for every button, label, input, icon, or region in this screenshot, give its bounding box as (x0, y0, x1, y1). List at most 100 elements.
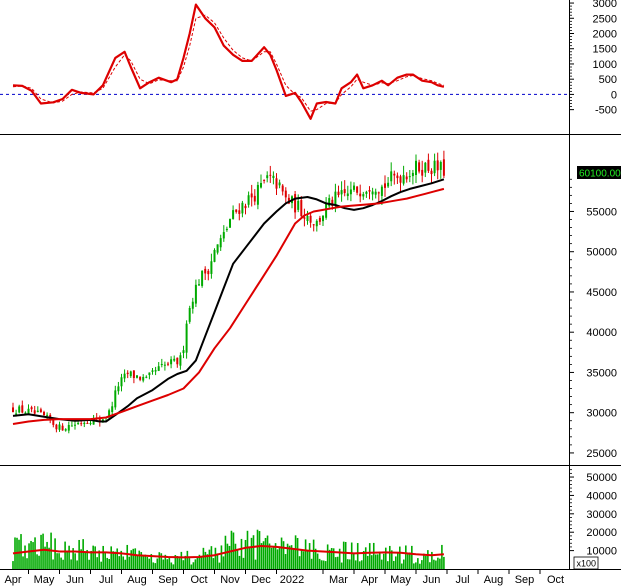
price-candle-up (272, 175, 275, 179)
volume-bar (96, 557, 98, 569)
price-candle-up (117, 386, 120, 392)
volume-bar (358, 561, 361, 569)
volume-y-tick-label: 30000 (586, 509, 617, 521)
oscillator-y-tick-label: 2000 (593, 29, 617, 41)
x-tick-label: Jul (455, 574, 469, 586)
volume-unit-label: x100 (577, 559, 597, 569)
volume-bar (260, 543, 263, 569)
volume-bar (376, 554, 379, 569)
price-candle-down (86, 423, 89, 425)
oscillator-y-tick-label: 500 (599, 74, 617, 86)
volume-bar (46, 541, 48, 569)
volume-bar (296, 537, 299, 569)
x-tick-label: Sep (158, 574, 178, 586)
price-candle-down (238, 210, 241, 214)
price-candle-up (185, 323, 188, 353)
volume-bar (208, 549, 211, 569)
volume-bar (116, 548, 119, 569)
volume-bar (94, 546, 96, 569)
volume-bar (374, 554, 377, 569)
volume-bar (106, 557, 108, 569)
volume-bar (230, 530, 233, 569)
volume-bar (312, 539, 315, 569)
x-tick-label: May (34, 574, 55, 586)
price-candle-up (114, 390, 117, 408)
x-tick-label: Apr (361, 574, 378, 586)
price-candle-up (374, 191, 377, 195)
oscillator-y-tick-label: 0 (611, 89, 617, 101)
price-y-tick-label: 35000 (586, 367, 617, 379)
price-candle-down (418, 162, 421, 172)
volume-bar (294, 535, 297, 569)
price-candle-down (235, 209, 238, 212)
volume-bar (184, 555, 187, 569)
volume-bar (316, 553, 319, 569)
price-y-tick-label: 45000 (586, 287, 617, 299)
volume-bar (401, 563, 403, 569)
price-candle-up (120, 377, 123, 387)
price-candle-down (312, 224, 315, 226)
volume-bar (216, 553, 219, 569)
x-tick-label: Oct (547, 574, 564, 586)
volume-bar (417, 558, 419, 569)
volume-bar (56, 553, 58, 569)
price-candle-up (18, 406, 21, 413)
volume-bar (394, 556, 397, 569)
volume-bar (405, 545, 407, 569)
volume-bar (32, 542, 34, 569)
volume-bar (12, 561, 14, 569)
x-tick-label: 2022 (280, 574, 304, 586)
price-candle-up (278, 182, 281, 186)
volume-bar (378, 551, 381, 569)
price-y-tick-label: 55000 (586, 206, 617, 218)
price-candle-up (216, 244, 219, 253)
price-candle-up (402, 175, 405, 184)
x-tick-label: Nov (220, 574, 240, 586)
volume-bar (326, 544, 329, 569)
volume-bar (38, 555, 40, 569)
volume-bar (24, 545, 26, 569)
price-y-tick-label: 30000 (586, 408, 617, 420)
volume-bar (364, 547, 367, 569)
volume-bar (308, 543, 311, 569)
price-candle-up (241, 202, 244, 214)
volume-bar (318, 558, 321, 569)
volume-bar (362, 551, 365, 569)
volume-bar (136, 555, 139, 569)
price-candle-up (362, 194, 365, 197)
price-candle-down (377, 192, 380, 194)
volume-bar (413, 563, 415, 569)
price-candle-up (70, 425, 73, 427)
volume-bar (419, 563, 421, 569)
volume-bar (284, 554, 287, 569)
volume-bar (110, 546, 113, 569)
volume-bar (88, 559, 90, 569)
price-candle-up (371, 191, 374, 195)
volume-bar (380, 559, 383, 569)
price-candle-down (343, 189, 346, 194)
volume-bar (407, 554, 409, 569)
price-candle-down (356, 186, 359, 193)
price-candle-down (30, 407, 33, 410)
price-candle-down (21, 405, 24, 413)
volume-bar (114, 551, 117, 569)
volume-bar (258, 531, 261, 569)
oscillator-y-tick-label: 2500 (593, 13, 617, 25)
volume-bar (134, 548, 137, 569)
last-price-label: 60100.00 (579, 169, 621, 180)
price-candle-up (340, 190, 343, 195)
volume-bar (298, 556, 301, 569)
price-candle-up (188, 308, 191, 322)
volume-bar (270, 547, 273, 569)
volume-unit-marker: x100 (573, 556, 599, 570)
price-candle-up (225, 228, 228, 231)
price-candle-up (415, 160, 417, 175)
price-candle-down (176, 357, 179, 365)
price-candle-down (55, 424, 58, 430)
volume-bar (348, 559, 351, 569)
volume-bar (156, 558, 159, 569)
x-tick-label: Aug (127, 574, 147, 586)
volume-bar (112, 551, 115, 569)
price-candle-down (436, 160, 439, 171)
